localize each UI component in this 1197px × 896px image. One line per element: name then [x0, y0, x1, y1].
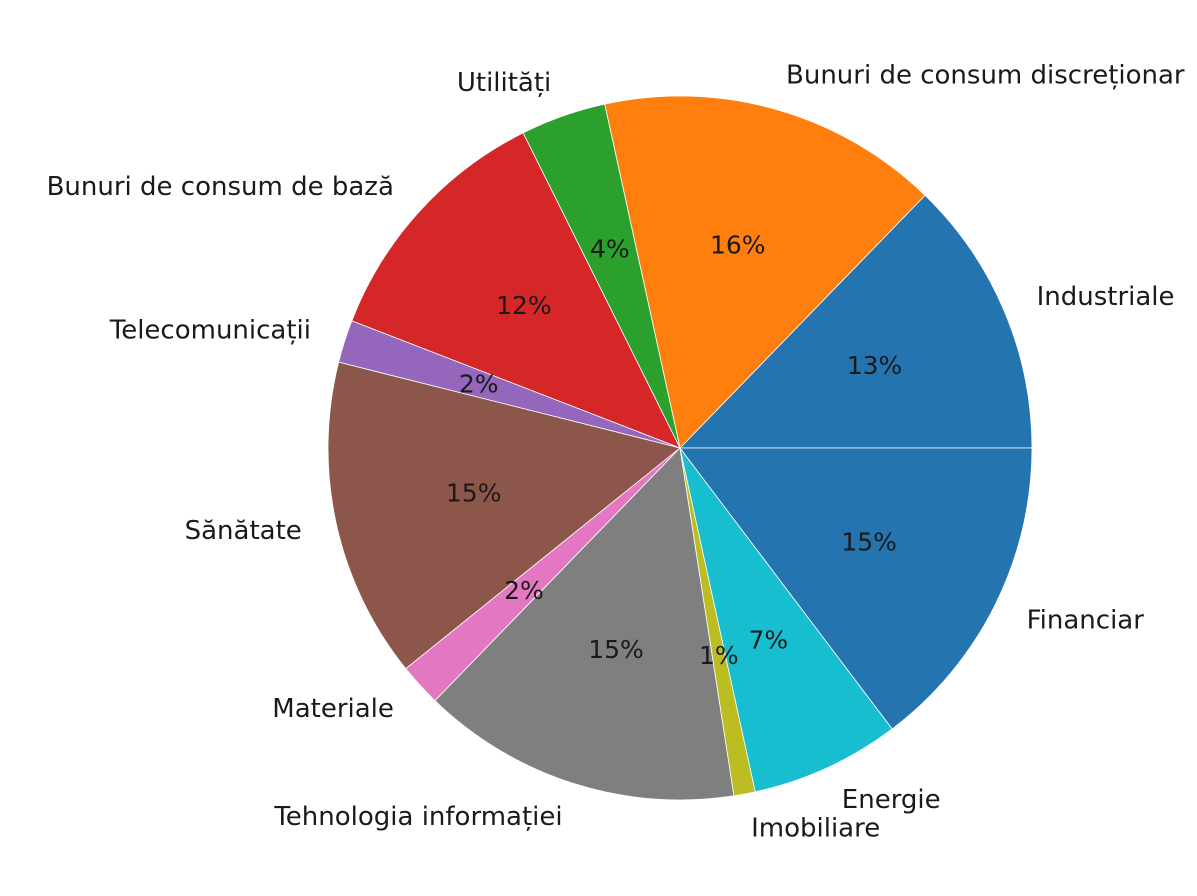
slice-percent-label: 12% [496, 291, 552, 320]
pie-slice-bunuri-de-consum-discretionar [604, 95, 926, 449]
pie-slice-financiar [679, 447, 1033, 730]
slice-category-label: Telecomunicații [109, 316, 311, 346]
slice-percent-label: 4% [590, 234, 630, 263]
slice-category-label: Utilități [457, 68, 551, 98]
slice-category-label: Sănătate [185, 516, 302, 546]
slice-category-label: Imobiliare [751, 814, 880, 844]
pie-slice-sanatate [327, 361, 681, 670]
pie-slice-energie [679, 447, 893, 793]
slice-category-label: Tehnologia informației [273, 802, 562, 832]
slice-percent-label: 2% [504, 576, 544, 605]
slice-percent-label: 15% [446, 479, 502, 508]
slice-category-label: Materiale [272, 694, 394, 724]
slice-category-label: Bunuri de consum discreționar [786, 61, 1185, 91]
slice-category-label: Energie [842, 785, 941, 815]
slice-category-label: Financiar [1027, 606, 1145, 636]
slice-category-label: Industriale [1037, 282, 1175, 312]
slices-layer [327, 95, 1033, 801]
slice-percent-label: 1% [699, 641, 739, 670]
pie-slice-bunuri-de-consum-de-baza [351, 132, 681, 449]
slice-percent-label: 15% [841, 528, 897, 557]
slice-percent-label: 15% [588, 635, 644, 664]
slice-category-label: Bunuri de consum de bază [47, 172, 394, 202]
slice-percent-label: 16% [710, 230, 766, 259]
slice-percent-label: 13% [847, 351, 903, 380]
slice-percent-label: 7% [748, 625, 788, 654]
slice-percent-label: 2% [459, 370, 499, 399]
pie-slice-tehnologia-informatiei [434, 447, 735, 801]
pie-slice-industriale [679, 194, 1033, 449]
labels-layer: 13% Industriale 16% Bunuri de consum discre… [47, 61, 1185, 844]
